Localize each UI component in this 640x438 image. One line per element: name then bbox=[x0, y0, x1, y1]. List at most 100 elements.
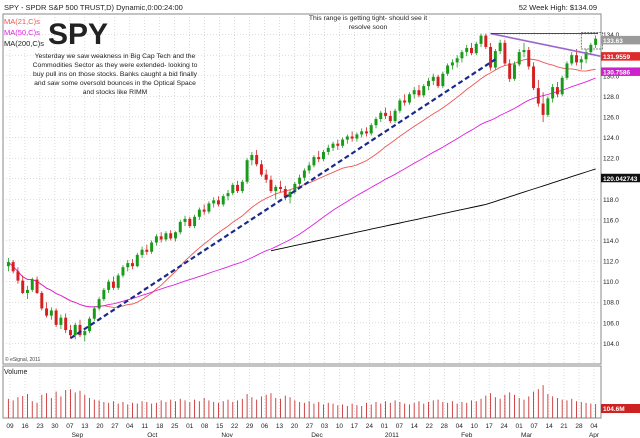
candle-body bbox=[274, 186, 278, 192]
candle-body bbox=[11, 262, 15, 272]
candle-body bbox=[88, 318, 92, 332]
x-tick-label: 20 bbox=[96, 423, 104, 430]
candle-body bbox=[307, 165, 311, 171]
candle-body bbox=[407, 94, 411, 103]
candle-body bbox=[512, 64, 516, 79]
x-tick-label: 10 bbox=[471, 423, 479, 430]
y-tick-label: 128.0 bbox=[603, 94, 620, 101]
x-tick-label: 24 bbox=[501, 423, 509, 430]
candle-body bbox=[388, 115, 392, 122]
candle-body bbox=[269, 179, 273, 192]
y-tick-label: 110.0 bbox=[603, 279, 619, 286]
candle-body bbox=[135, 254, 139, 267]
annotation-line-1: This range is getting tight- should see … bbox=[309, 15, 427, 22]
x-tick-label: 25 bbox=[171, 423, 179, 430]
x-tick-label: 28 bbox=[575, 423, 583, 430]
x-axis-labels: 09 16 23 30 07 13 20 27 04 11 18 25 01 08 15 22 29 06 13 20… bbox=[6, 423, 600, 438]
x-tick-label: 07 bbox=[530, 423, 538, 430]
month-label: Nov bbox=[221, 432, 233, 438]
candle-body bbox=[64, 317, 68, 331]
price-badge-label: 133.63 bbox=[603, 38, 623, 45]
x-tick-label: 07 bbox=[396, 423, 404, 430]
chart-title: SPY - SPDR S&P 500 TRUST,D) Dynamic,0:00… bbox=[4, 3, 183, 12]
candle-body bbox=[188, 218, 192, 227]
legend-ma21: MA(21,C)s bbox=[4, 17, 40, 26]
x-tick-label: 27 bbox=[306, 423, 314, 430]
candle-body bbox=[422, 86, 426, 96]
price-badge-label: 131.9559 bbox=[603, 54, 630, 61]
candle-body bbox=[594, 38, 598, 45]
candle-body bbox=[460, 52, 464, 59]
moving-averages bbox=[8, 58, 596, 308]
candle-body bbox=[336, 143, 340, 146]
month-label: Dec bbox=[311, 432, 323, 438]
volume-panel-frame bbox=[2, 365, 602, 419]
candle-body bbox=[398, 100, 402, 111]
candle-body bbox=[527, 50, 531, 67]
candle-body bbox=[6, 262, 10, 267]
volume-bars bbox=[7, 385, 597, 418]
x-tick-label: 14 bbox=[545, 423, 553, 430]
candle-body bbox=[312, 157, 316, 166]
resistance-line bbox=[490, 32, 601, 57]
x-tick-label: 09 bbox=[6, 423, 14, 430]
commentary-line-2: Commodities Sector as they were extended… bbox=[33, 62, 198, 69]
candle-body bbox=[302, 170, 306, 178]
week52-high: 52 Week High: $134.09 bbox=[519, 3, 597, 12]
candle-body bbox=[417, 90, 421, 96]
x-tick-label: 04 bbox=[456, 423, 464, 430]
volume-badge-label: 104.6M bbox=[603, 406, 625, 413]
x-tick-label: 01 bbox=[516, 423, 524, 430]
candle-body bbox=[465, 47, 469, 53]
candle-body bbox=[193, 216, 197, 227]
candle-body bbox=[178, 221, 182, 233]
month-label: 2011 bbox=[385, 432, 399, 438]
candle-body bbox=[503, 42, 507, 64]
month-label: Mar bbox=[521, 432, 533, 438]
candle-body bbox=[126, 263, 130, 268]
candle-body bbox=[250, 155, 254, 161]
candle-body bbox=[384, 112, 388, 116]
candle-body bbox=[331, 143, 335, 148]
x-tick-label: 30 bbox=[51, 423, 59, 430]
x-tick-label: 17 bbox=[486, 423, 494, 430]
candle-body bbox=[369, 125, 373, 134]
candle-body bbox=[245, 160, 249, 182]
candle-body bbox=[360, 131, 364, 135]
candle-body bbox=[107, 281, 111, 290]
x-tick-label: 13 bbox=[81, 423, 89, 430]
candle-body bbox=[570, 55, 574, 64]
candle-body bbox=[49, 310, 53, 316]
y-tick-label: 134.0 bbox=[603, 32, 620, 39]
candle-body bbox=[140, 249, 144, 255]
candle-body bbox=[21, 280, 25, 293]
price-grid bbox=[3, 14, 601, 364]
ma200-line bbox=[270, 168, 596, 252]
y-tick-label: 108.0 bbox=[603, 300, 620, 307]
y-tick-label: 106.0 bbox=[603, 320, 620, 327]
candle-body bbox=[441, 73, 445, 87]
candle-body bbox=[322, 151, 325, 160]
x-tick-label: 28 bbox=[441, 423, 449, 430]
price-badge bbox=[601, 173, 640, 183]
candle-body bbox=[484, 35, 488, 47]
candle-body bbox=[240, 181, 244, 192]
x-tick-label: 23 bbox=[36, 423, 44, 430]
candle-body bbox=[183, 218, 187, 222]
x-tick-label: 01 bbox=[381, 423, 389, 430]
candle-body bbox=[283, 189, 287, 198]
candle-body bbox=[174, 232, 177, 239]
x-tick-label: 06 bbox=[261, 423, 269, 430]
candle-body bbox=[35, 279, 39, 293]
candle-body bbox=[412, 90, 416, 95]
candle-body bbox=[231, 184, 235, 194]
candle-body bbox=[350, 136, 354, 139]
candle-body bbox=[546, 98, 550, 115]
x-tick-label: 08 bbox=[201, 423, 209, 430]
x-tick-label: 04 bbox=[126, 423, 134, 430]
y-tick-label: 104.0 bbox=[603, 341, 620, 348]
price-badges: 133.63 131.9559 130.7586 120.042743 104.6M bbox=[601, 35, 640, 413]
candle-body bbox=[92, 308, 96, 319]
y-tick-label: 124.0 bbox=[603, 135, 620, 142]
candle-body bbox=[364, 131, 368, 134]
